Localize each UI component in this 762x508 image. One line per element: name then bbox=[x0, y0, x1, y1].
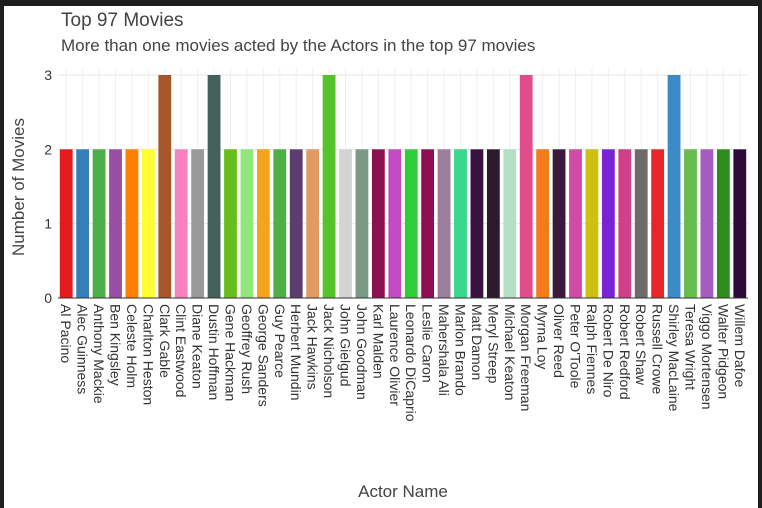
bar-clark-gable[interactable] bbox=[158, 75, 172, 298]
x-tick-label: Robert Shaw bbox=[633, 304, 649, 386]
bar-guy-pearce[interactable] bbox=[273, 149, 287, 298]
x-tick-label: Matt Damon bbox=[469, 304, 485, 380]
x-axis-label: Actor Name bbox=[358, 482, 448, 501]
bar-ralph-fiennes[interactable] bbox=[585, 149, 599, 298]
x-tick-label: Leslie Caron bbox=[420, 304, 436, 383]
x-tick-label: Myrna Loy bbox=[535, 304, 551, 369]
bar-geoffrey-rush[interactable] bbox=[240, 149, 254, 298]
x-tick-label: Oliver Reed bbox=[551, 304, 567, 378]
x-tick-label: Meryl Streep bbox=[485, 304, 501, 384]
bar-willem-dafoe[interactable] bbox=[733, 149, 747, 298]
x-tick-label: Celeste Holm bbox=[124, 304, 140, 388]
bar-clint-eastwood[interactable] bbox=[174, 149, 188, 298]
bars bbox=[59, 75, 747, 298]
bar-robert-de-niro[interactable] bbox=[601, 149, 615, 298]
bar-gene-hackman[interactable] bbox=[224, 149, 237, 298]
x-tick-label: Shirley MacLaine bbox=[666, 304, 682, 412]
bar-robert-shaw[interactable] bbox=[634, 149, 648, 298]
bar-dustin-hoffman[interactable] bbox=[207, 75, 221, 298]
bar-jack-hawkins[interactable] bbox=[306, 149, 320, 298]
bar-michael-keaton[interactable] bbox=[503, 149, 517, 298]
x-tick-label: Alec Guinness bbox=[75, 304, 91, 394]
x-tick-label: Teresa Wright bbox=[683, 304, 699, 390]
x-tick-label: Guy Pearce bbox=[272, 304, 288, 378]
bar-leonardo-dicaprio[interactable] bbox=[404, 149, 418, 298]
x-tick-label: Russell Crowe bbox=[650, 304, 666, 394]
bar-george-sanders[interactable] bbox=[256, 149, 270, 298]
bar-robert-redford[interactable] bbox=[618, 149, 632, 298]
bar-anthony-mackie[interactable] bbox=[92, 149, 106, 298]
x-tick-label: Peter O'Toole bbox=[568, 304, 584, 389]
x-tick-label: Herbert Mundin bbox=[288, 304, 304, 401]
x-tick-label: Marlon Brando bbox=[453, 304, 469, 396]
bar-marlon-brando[interactable] bbox=[454, 149, 467, 298]
x-tick-label: Clark Gable bbox=[157, 304, 173, 378]
bar-karl-malden[interactable] bbox=[371, 149, 385, 298]
bar-ben-kingsley[interactable] bbox=[109, 149, 122, 298]
x-tick-label: John Gielgud bbox=[338, 304, 354, 387]
x-tick-label: Charlton Heston bbox=[140, 304, 156, 405]
x-tick-label: Ralph Fiennes bbox=[584, 304, 600, 394]
x-tick-label: Mahershala Ali bbox=[436, 304, 452, 396]
x-tick-label: Robert Redford bbox=[617, 304, 633, 400]
x-tick-label: Diane Keaton bbox=[190, 304, 206, 389]
y-axis-label: Number of Movies bbox=[9, 118, 28, 256]
y-tick-label: 0 bbox=[44, 290, 52, 306]
bar-mahershala-ali[interactable] bbox=[437, 149, 451, 298]
x-tick-label: Viggo Mortensen bbox=[699, 304, 715, 410]
y-tick-label: 1 bbox=[44, 216, 52, 232]
bar-jack-nicholson[interactable] bbox=[322, 75, 336, 298]
x-tick-label: Jack Nicholson bbox=[321, 304, 337, 398]
x-tick-label: Geoffrey Rush bbox=[239, 304, 255, 394]
bar-matt-damon[interactable] bbox=[470, 149, 484, 298]
x-tick-label: Karl Malden bbox=[370, 304, 386, 379]
bar-oliver-reed[interactable] bbox=[552, 149, 566, 298]
x-tick-label: Dustin Hoffman bbox=[206, 304, 222, 400]
x-tick-label: Leonardo DiCaprio bbox=[403, 304, 419, 422]
x-tick-label: Laurence Olivier bbox=[387, 304, 403, 406]
bar-walter-pidgeon[interactable] bbox=[716, 149, 730, 298]
bar-alec-guinness[interactable] bbox=[76, 149, 90, 298]
bar-john-gielgud[interactable] bbox=[339, 149, 352, 298]
bar-peter-o-toole[interactable] bbox=[569, 149, 582, 298]
bar-teresa-wright[interactable] bbox=[684, 149, 697, 298]
x-tick-label: Michael Keaton bbox=[502, 304, 518, 401]
bar-al-pacino[interactable] bbox=[59, 149, 73, 298]
y-tick-label: 2 bbox=[44, 141, 52, 157]
y-axis-ticks: 0 1 2 3 bbox=[44, 67, 52, 306]
bar-diane-keaton[interactable] bbox=[191, 149, 205, 298]
x-tick-label: Morgan Freeman bbox=[518, 304, 534, 411]
bar-leslie-caron[interactable] bbox=[421, 149, 435, 298]
bar-chart: 0 1 2 3 Al Pacino Alec Guinness Anthony Macki… bbox=[9, 67, 748, 501]
x-tick-label: Clint Eastwood bbox=[173, 304, 189, 397]
bar-laurence-olivier[interactable] bbox=[388, 149, 402, 298]
x-tick-label: George Sanders bbox=[255, 304, 271, 407]
bar-shirley-maclaine[interactable] bbox=[667, 75, 681, 298]
y-tick-label: 3 bbox=[44, 67, 52, 83]
chart-title: Top 97 Movies bbox=[61, 10, 184, 31]
bar-charlton-heston[interactable] bbox=[141, 149, 155, 298]
x-tick-label: John Goodman bbox=[354, 304, 370, 400]
x-tick-label: Anthony Mackie bbox=[91, 304, 107, 404]
x-tick-label: Ben Kingsley bbox=[108, 304, 124, 386]
x-tick-label: Al Pacino bbox=[58, 304, 74, 363]
x-tick-label: Jack Hawkins bbox=[305, 304, 321, 390]
bar-viggo-mortensen[interactable] bbox=[700, 149, 714, 298]
x-tick-label: Gene Hackman bbox=[223, 304, 239, 401]
bar-russell-crowe[interactable] bbox=[651, 149, 665, 298]
bar-herbert-mundin[interactable] bbox=[289, 149, 303, 298]
bar-morgan-freeman[interactable] bbox=[519, 75, 533, 298]
x-tick-label: Willem Dafoe bbox=[732, 304, 748, 387]
chart-panel: Top 97 Movies More than one movies acted… bbox=[4, 6, 758, 508]
x-tick-label: Walter Pidgeon bbox=[715, 304, 731, 399]
bar-myrna-loy[interactable] bbox=[536, 149, 550, 298]
chart-subtitle: More than one movies acted by the Actors… bbox=[61, 36, 536, 55]
x-tick-label: Robert De Niro bbox=[600, 304, 616, 398]
x-axis-ticks: Al Pacino Alec Guinness Anthony Mackie Ben … bbox=[58, 304, 748, 422]
bar-celeste-holm[interactable] bbox=[125, 149, 139, 298]
bar-meryl-streep[interactable] bbox=[486, 149, 500, 298]
bar-john-goodman[interactable] bbox=[355, 149, 369, 298]
